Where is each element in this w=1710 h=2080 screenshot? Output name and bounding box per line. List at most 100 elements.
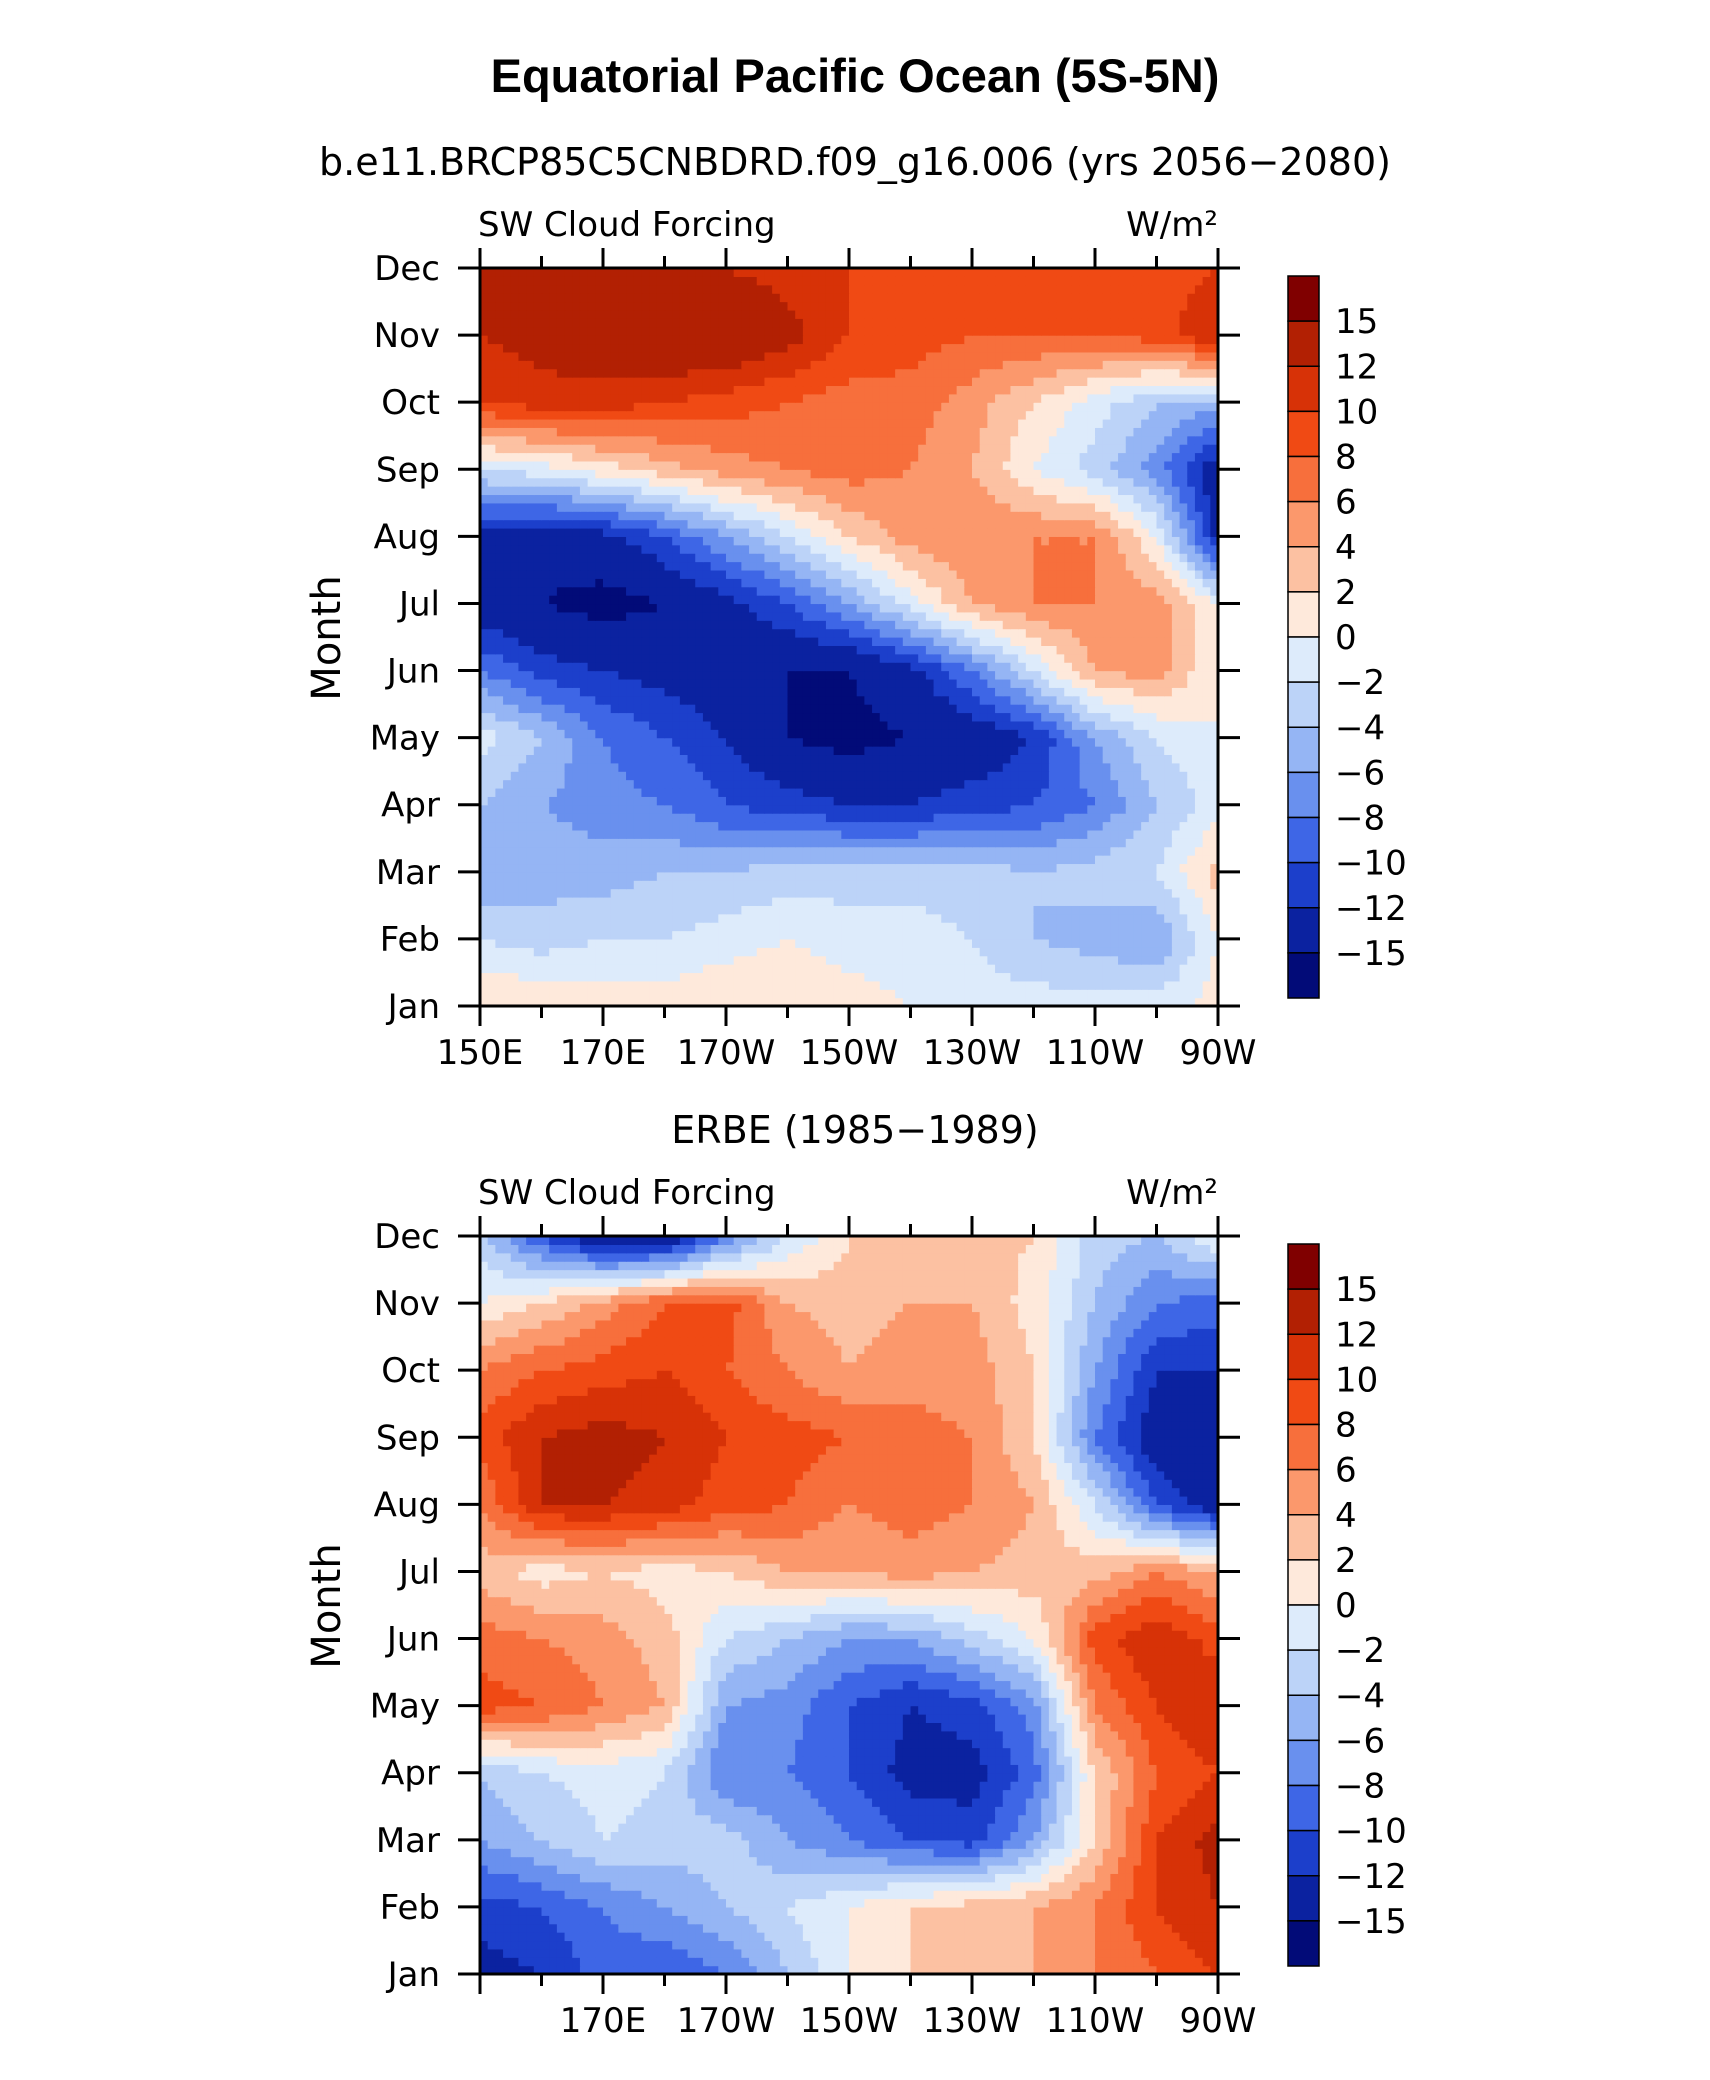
heatmap-cell [1180, 822, 1188, 831]
heatmap-cell [803, 754, 811, 763]
heatmap-cell [788, 830, 796, 839]
heatmap-cell [1003, 822, 1011, 831]
heatmap-cell [641, 587, 649, 596]
heatmap-cell [903, 637, 911, 646]
heatmap-cell [818, 738, 826, 747]
heatmap-cell [734, 796, 742, 805]
heatmap-cell [511, 629, 519, 638]
heatmap-cell [841, 671, 849, 680]
heatmap-cell [934, 855, 942, 864]
heatmap-cell [680, 863, 688, 872]
heatmap-cell [857, 964, 865, 973]
heatmap-cell [1026, 696, 1034, 705]
heatmap-cell [918, 939, 926, 948]
heatmap-cell [1057, 822, 1065, 831]
heatmap-cell [911, 914, 919, 923]
heatmap-cell [726, 654, 734, 663]
heatmap-cell [841, 603, 849, 612]
heatmap-cell [1095, 662, 1103, 671]
heatmap-cell [757, 738, 765, 747]
heatmap-cell [572, 922, 580, 931]
heatmap-cell [941, 989, 949, 998]
heatmap-cell [880, 603, 888, 612]
heatmap-cell [1126, 645, 1134, 654]
heatmap-cell [980, 931, 988, 940]
heatmap-cell [1133, 796, 1141, 805]
heatmap-cell [649, 746, 657, 755]
heatmap-cell [1157, 570, 1165, 579]
heatmap-cell [1187, 662, 1195, 671]
heatmap-cell [1118, 972, 1126, 981]
heatmap-cell [618, 964, 626, 973]
heatmap-cell [757, 981, 765, 990]
heatmap-cell [634, 587, 642, 596]
heatmap-cell [857, 612, 865, 621]
heatmap-cell [488, 587, 496, 596]
heatmap-cell [1087, 956, 1095, 965]
heatmap-cell [926, 662, 934, 671]
heatmap-cell [1126, 880, 1134, 889]
heatmap-cell [1041, 763, 1049, 772]
heatmap-cell [887, 897, 895, 906]
heatmap-cell [749, 738, 757, 747]
heatmap-cell [688, 813, 696, 822]
heatmap-cell [1080, 746, 1088, 755]
heatmap-cell [1118, 872, 1126, 881]
heatmap-cell [741, 972, 749, 981]
heatmap-cell [980, 847, 988, 856]
heatmap-cell [934, 905, 942, 914]
heatmap-cell [665, 922, 673, 931]
heatmap-cell [1195, 696, 1203, 705]
heatmap-cell [1018, 989, 1026, 998]
heatmap-cell [1049, 780, 1057, 789]
heatmap-cell [549, 687, 557, 696]
heatmap-cell [895, 788, 903, 797]
heatmap-cell [964, 570, 972, 579]
heatmap-cell [911, 746, 919, 755]
heatmap-cell [1180, 771, 1188, 780]
heatmap-cell [941, 956, 949, 965]
heatmap-cell [1034, 780, 1042, 789]
heatmap-cell [572, 805, 580, 814]
heatmap-cell [1026, 889, 1034, 898]
heatmap-cell [1041, 939, 1049, 948]
heatmap-cell [887, 612, 895, 621]
heatmap-cell [649, 947, 657, 956]
heatmap-cell [549, 847, 557, 856]
heatmap-cell [680, 687, 688, 696]
heatmap-cell [618, 788, 626, 797]
heatmap-cell [688, 754, 696, 763]
heatmap-cell [1149, 830, 1157, 839]
heatmap-cell [1057, 603, 1065, 612]
heatmap-cell [949, 964, 957, 973]
heatmap-cell [542, 754, 550, 763]
heatmap-cell [949, 595, 957, 604]
heatmap-cell [864, 738, 872, 747]
heatmap-cell [1164, 780, 1172, 789]
heatmap-cell [618, 587, 626, 596]
heatmap-cell [841, 637, 849, 646]
heatmap-cell [672, 595, 680, 604]
heatmap-cell [611, 771, 619, 780]
heatmap-cell [911, 956, 919, 965]
heatmap-cell [803, 578, 811, 587]
heatmap-cell [1103, 645, 1111, 654]
heatmap-cell [788, 712, 796, 721]
heatmap-cell [911, 679, 919, 688]
heatmap-cell [926, 931, 934, 940]
heatmap-cell [1164, 629, 1172, 638]
heatmap-cell [1041, 822, 1049, 831]
heatmap-cell [580, 771, 588, 780]
heatmap-cell [795, 863, 803, 872]
heatmap-cell [718, 612, 726, 621]
heatmap-cell [818, 863, 826, 872]
heatmap-cell [1018, 905, 1026, 914]
heatmap-cell [1072, 830, 1080, 839]
heatmap-cell [549, 721, 557, 730]
heatmap-cell [488, 771, 496, 780]
heatmap-cell [1172, 939, 1180, 948]
heatmap-cell [849, 855, 857, 864]
heatmap-cell [788, 989, 796, 998]
heatmap-cell [649, 654, 657, 663]
heatmap-cell [695, 796, 703, 805]
